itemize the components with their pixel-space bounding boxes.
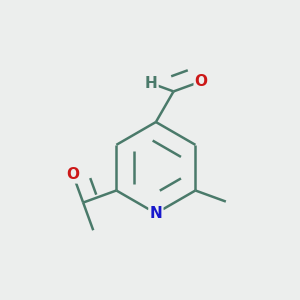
Text: H: H: [145, 76, 158, 91]
Text: O: O: [195, 74, 208, 89]
Text: O: O: [67, 167, 80, 182]
Text: N: N: [149, 206, 162, 221]
